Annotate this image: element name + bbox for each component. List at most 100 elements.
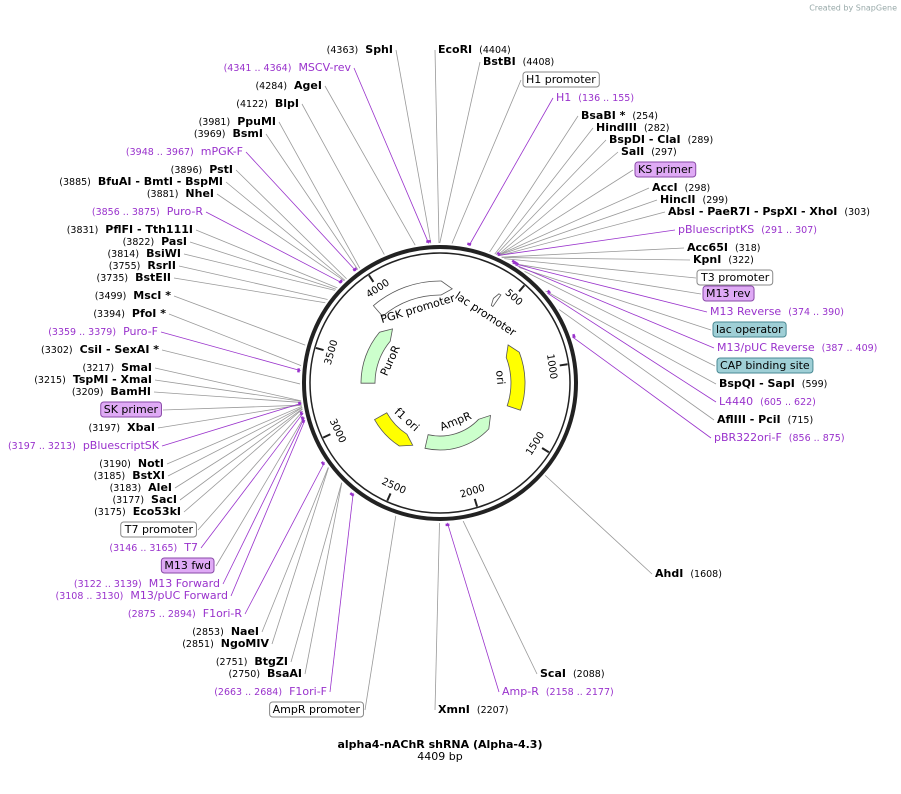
connector xyxy=(497,187,650,256)
name-label: BspDI - ClaI xyxy=(609,133,681,146)
primer-mark xyxy=(546,289,551,294)
name-label: AhdI xyxy=(655,567,683,580)
connector xyxy=(271,467,329,645)
name-label: M13 Reverse xyxy=(710,305,781,318)
connector xyxy=(157,404,302,429)
name-label: XbaI xyxy=(127,421,155,434)
tick-mark xyxy=(386,493,392,502)
backbone-outer xyxy=(302,245,578,521)
position-label: (4363) xyxy=(327,45,359,56)
connector xyxy=(265,133,359,270)
position-label: (3185) xyxy=(94,471,126,482)
connector xyxy=(154,379,302,402)
site-label: (3896) PstI xyxy=(171,163,233,176)
tick-mark xyxy=(322,433,331,439)
site-label: (3197) XbaI xyxy=(89,421,155,434)
connector xyxy=(353,67,430,244)
site-label: (4284) AgeI xyxy=(255,79,322,92)
feature-label: (3197 .. 3213) pBluescriptSK xyxy=(8,439,160,452)
connector xyxy=(301,103,385,255)
position-label: (3948 .. 3967) xyxy=(126,147,194,158)
position-label: (4284) xyxy=(255,81,287,92)
position-label: (136 .. 155) xyxy=(578,93,634,104)
connector xyxy=(497,199,658,256)
name-label: EcoRI xyxy=(438,43,472,56)
connector xyxy=(225,181,346,281)
site-label: (3831) PflFI - Tth111I xyxy=(67,223,193,236)
name-label: M13 rev xyxy=(706,287,751,300)
position-label: (3175) xyxy=(94,507,126,518)
connector xyxy=(468,97,554,247)
feature-label: (4341 .. 4364) MSCV-rev xyxy=(224,61,352,74)
site-label: (3175) Eco53kI xyxy=(94,505,181,518)
connector xyxy=(329,492,354,693)
connector xyxy=(545,290,717,385)
connector xyxy=(364,515,397,711)
connector xyxy=(558,309,715,421)
site-label: BstBI (4408) xyxy=(483,55,554,68)
site-label: XmnI (2207) xyxy=(438,703,508,716)
site-label: AflIII - PciI (715) xyxy=(717,413,813,426)
feature-label: (3146 .. 3165) T7 xyxy=(109,541,198,554)
site-label: (3755) RsrII xyxy=(109,259,176,272)
name-label: SacI xyxy=(151,493,177,506)
name-label: NaeI xyxy=(231,625,259,638)
site-label: AbsI - PaeR7I - PspXI - XhoI (303) xyxy=(668,205,870,218)
primer-mark xyxy=(496,251,501,256)
name-label: NgoMIV xyxy=(221,637,270,650)
connector xyxy=(179,408,303,501)
position-label: (3981) xyxy=(199,117,231,128)
position-label: (318) xyxy=(735,243,761,254)
position-label: (3394) xyxy=(93,309,125,320)
name-label: PfoI * xyxy=(132,307,166,320)
name-label: NotI xyxy=(138,457,164,470)
site-label: (2853) NaeI xyxy=(192,625,259,638)
connector xyxy=(446,522,500,693)
position-label: (3856 .. 3875) xyxy=(92,207,160,218)
name-label: PpuMI xyxy=(237,115,276,128)
connector xyxy=(189,241,337,290)
feature-label: pBR322ori-F (856 .. 875) xyxy=(714,431,845,444)
name-label: BfuAI - BmtI - BspMI xyxy=(98,175,223,188)
site-label: (3394) PfoI * xyxy=(93,307,166,320)
connector xyxy=(216,193,345,282)
feature-arrow xyxy=(490,293,502,308)
connector xyxy=(515,264,715,349)
position-label: (3969) xyxy=(194,129,226,140)
feature-arrow xyxy=(372,280,453,317)
feature-arrow xyxy=(373,412,414,447)
connector xyxy=(451,79,522,244)
name-label: BspQI - SapI xyxy=(719,377,795,390)
site-label: (3499) MscI * xyxy=(95,289,172,302)
name-label: M13/pUC Forward xyxy=(130,589,228,602)
position-label: (856 .. 875) xyxy=(789,433,845,444)
primer-mark xyxy=(320,461,326,466)
name-label: TspMI - XmaI xyxy=(73,373,152,386)
feature-label: M13 Reverse (374 .. 390) xyxy=(710,305,844,318)
position-label: (322) xyxy=(728,255,754,266)
site-label: EcoRI (4404) xyxy=(438,43,511,56)
connector xyxy=(173,277,326,304)
name-label: M13 Forward xyxy=(149,577,220,590)
name-label: PasI xyxy=(161,235,187,248)
primer-mark xyxy=(299,411,303,416)
name-label: pBluescriptSK xyxy=(83,439,160,452)
position-label: (298) xyxy=(685,183,711,194)
position-label: (3108 .. 3130) xyxy=(55,591,123,602)
map-title: alpha4-nAChR shRNA (Alpha-4.3) xyxy=(337,738,542,751)
site-label: (3177) SacI xyxy=(112,493,177,506)
connector xyxy=(168,313,302,367)
name-label: KS primer xyxy=(638,163,693,176)
name-label: XmnI xyxy=(438,703,470,716)
feature-label: Amp-R (2158 .. 2177) xyxy=(502,685,614,698)
site-label: (4363) SphI xyxy=(327,43,393,56)
position-label: (254) xyxy=(632,111,658,122)
site-label: (3822) PasI xyxy=(123,235,187,248)
site-label: ScaI (2088) xyxy=(540,667,605,680)
connector xyxy=(497,169,634,256)
name-label: Amp-R xyxy=(502,685,539,698)
box-label: CAP binding site xyxy=(720,359,810,372)
connector xyxy=(502,257,691,261)
box-label: T7 promoter xyxy=(124,523,194,536)
